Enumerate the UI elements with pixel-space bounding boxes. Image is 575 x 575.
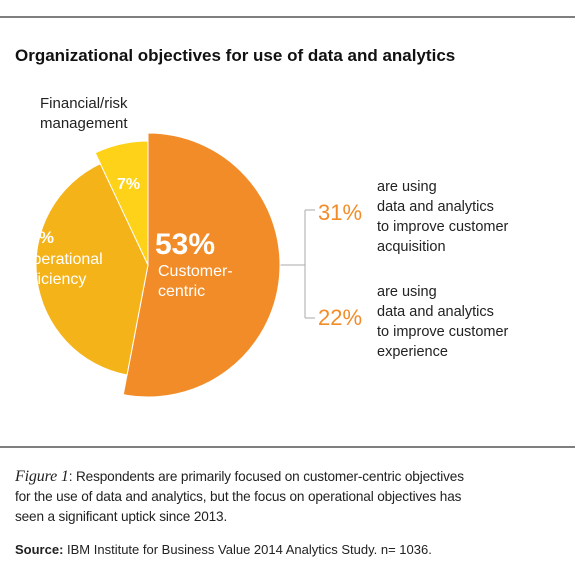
source-text: IBM Institute for Business Value 2014 An… xyxy=(63,542,432,557)
category-label: Customer- centric xyxy=(158,263,233,300)
source-label: Source: xyxy=(15,542,64,557)
breakdown-label: are using data and analytics to improve … xyxy=(377,284,509,360)
caption: Figure 1: Respondents are primarily focu… xyxy=(15,467,464,527)
pie-slice xyxy=(35,162,149,376)
source: Source: IBM Institute for Business Value… xyxy=(15,542,432,557)
figure-label: Figure 1 xyxy=(15,468,69,485)
bracket xyxy=(280,209,315,319)
category-label: Operational efficiency xyxy=(20,251,103,288)
pie-slice xyxy=(94,140,149,266)
breakdown-value: 22% xyxy=(318,305,363,330)
breakdown-value: 31% xyxy=(318,200,363,225)
value-label: 7% xyxy=(117,176,141,193)
value-label: 40% xyxy=(20,228,55,247)
chart-title: Organizational objectives for use of dat… xyxy=(15,46,456,65)
category-label: Financial/risk management xyxy=(40,95,128,132)
breakdown-label: are using data and analytics to improve … xyxy=(377,179,509,255)
pie-slice xyxy=(122,132,281,398)
value-label: 53% xyxy=(155,228,216,261)
caption-text: : Respondents are primarily focused on c… xyxy=(15,469,464,524)
